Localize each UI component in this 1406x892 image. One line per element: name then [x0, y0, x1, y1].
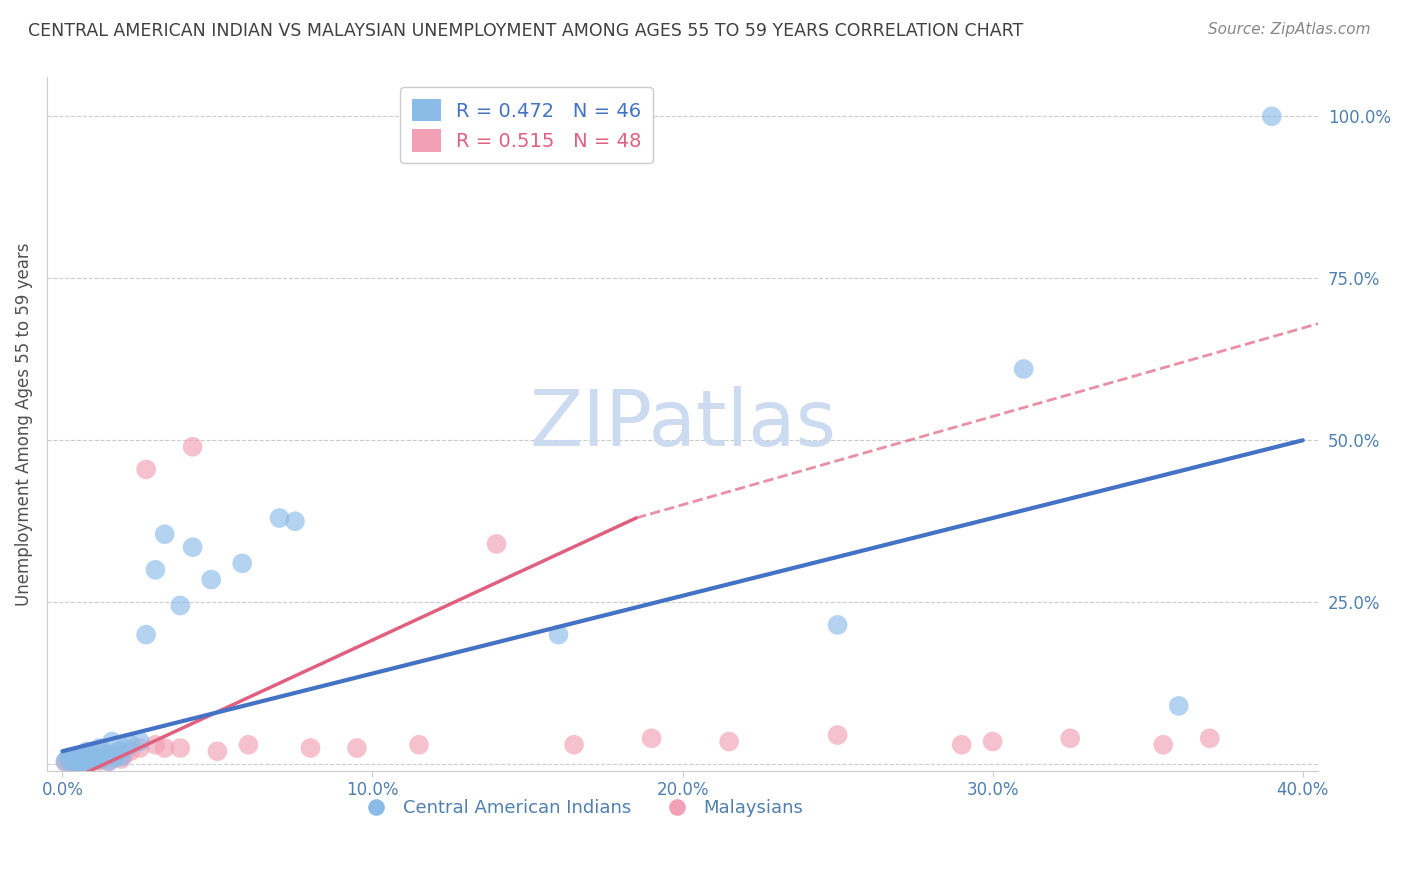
Point [269, 511, 291, 525]
Point [66, 756, 89, 770]
Point [120, 744, 142, 758]
Point [112, 741, 135, 756]
Point [1152, 738, 1174, 752]
Point [82, 752, 104, 766]
Point [63, 750, 86, 764]
Point [145, 738, 167, 752]
Y-axis label: Unemployment Among Ages 55 to 59 years: Unemployment Among Ages 55 to 59 years [15, 243, 32, 606]
Point [112, 747, 135, 762]
Point [70, 750, 93, 764]
Point [181, 540, 204, 554]
Point [82, 746, 104, 760]
Point [120, 738, 142, 752]
Point [86, 752, 108, 766]
Point [169, 741, 191, 756]
Point [145, 563, 167, 577]
Point [73, 755, 96, 769]
Point [346, 741, 368, 756]
Point [91, 744, 114, 758]
Point [79, 755, 101, 769]
Point [135, 462, 157, 476]
Point [981, 734, 1004, 748]
Point [76, 753, 98, 767]
Point [63, 756, 86, 770]
Text: CENTRAL AMERICAN INDIAN VS MALAYSIAN UNEMPLOYMENT AMONG AGES 55 TO 59 YEARS CORR: CENTRAL AMERICAN INDIAN VS MALAYSIAN UNE… [28, 22, 1024, 40]
Text: Source: ZipAtlas.com: Source: ZipAtlas.com [1208, 22, 1371, 37]
Point [97, 754, 120, 768]
Point [101, 734, 124, 748]
Point [70, 755, 93, 769]
Point [91, 750, 114, 764]
Point [94, 747, 117, 762]
Point [89, 754, 111, 768]
Legend: Central American Indians, Malaysians: Central American Indians, Malaysians [352, 791, 811, 824]
Point [718, 734, 741, 748]
Point [94, 749, 117, 764]
Point [76, 744, 98, 758]
Point [408, 738, 430, 752]
Point [58, 750, 80, 764]
Point [66, 752, 89, 766]
Point [129, 741, 152, 756]
Point [1167, 698, 1189, 713]
Point [547, 627, 569, 641]
Point [200, 573, 222, 587]
Point [79, 749, 101, 764]
Point [207, 744, 229, 758]
Point [153, 527, 176, 541]
Point [284, 514, 307, 528]
Point [73, 756, 96, 770]
Point [73, 749, 96, 764]
Point [950, 738, 973, 752]
Point [110, 749, 132, 764]
Point [1012, 362, 1035, 376]
Point [1059, 731, 1081, 746]
Point [89, 753, 111, 767]
Point [485, 537, 508, 551]
Point [58, 754, 80, 768]
Point [79, 754, 101, 768]
Point [101, 749, 124, 764]
Point [101, 747, 124, 762]
Point [82, 744, 104, 758]
Point [70, 754, 93, 768]
Point [63, 749, 86, 764]
Point [66, 756, 89, 770]
Point [79, 750, 101, 764]
Point [107, 746, 129, 760]
Point [153, 741, 176, 756]
Point [66, 753, 89, 767]
Point [73, 747, 96, 762]
Point [89, 741, 111, 756]
Point [60, 756, 83, 770]
Point [60, 752, 83, 766]
Point [104, 750, 127, 764]
Point [60, 756, 83, 770]
Point [82, 753, 104, 767]
Point [827, 618, 849, 632]
Point [238, 738, 260, 752]
Point [86, 750, 108, 764]
Point [299, 741, 322, 756]
Text: ZIPatlas: ZIPatlas [529, 386, 837, 462]
Point [827, 728, 849, 742]
Point [76, 747, 98, 762]
Point [107, 744, 129, 758]
Point [231, 557, 253, 571]
Point [640, 731, 662, 746]
Point [562, 738, 585, 752]
Point [1261, 109, 1284, 123]
Point [55, 756, 77, 770]
Point [1198, 731, 1220, 746]
Point [76, 754, 98, 768]
Point [169, 599, 191, 613]
Point [60, 753, 83, 767]
Point [55, 754, 77, 768]
Point [129, 734, 152, 748]
Point [135, 627, 157, 641]
Point [110, 752, 132, 766]
Point [97, 755, 120, 769]
Point [181, 440, 204, 454]
Point [63, 755, 86, 769]
